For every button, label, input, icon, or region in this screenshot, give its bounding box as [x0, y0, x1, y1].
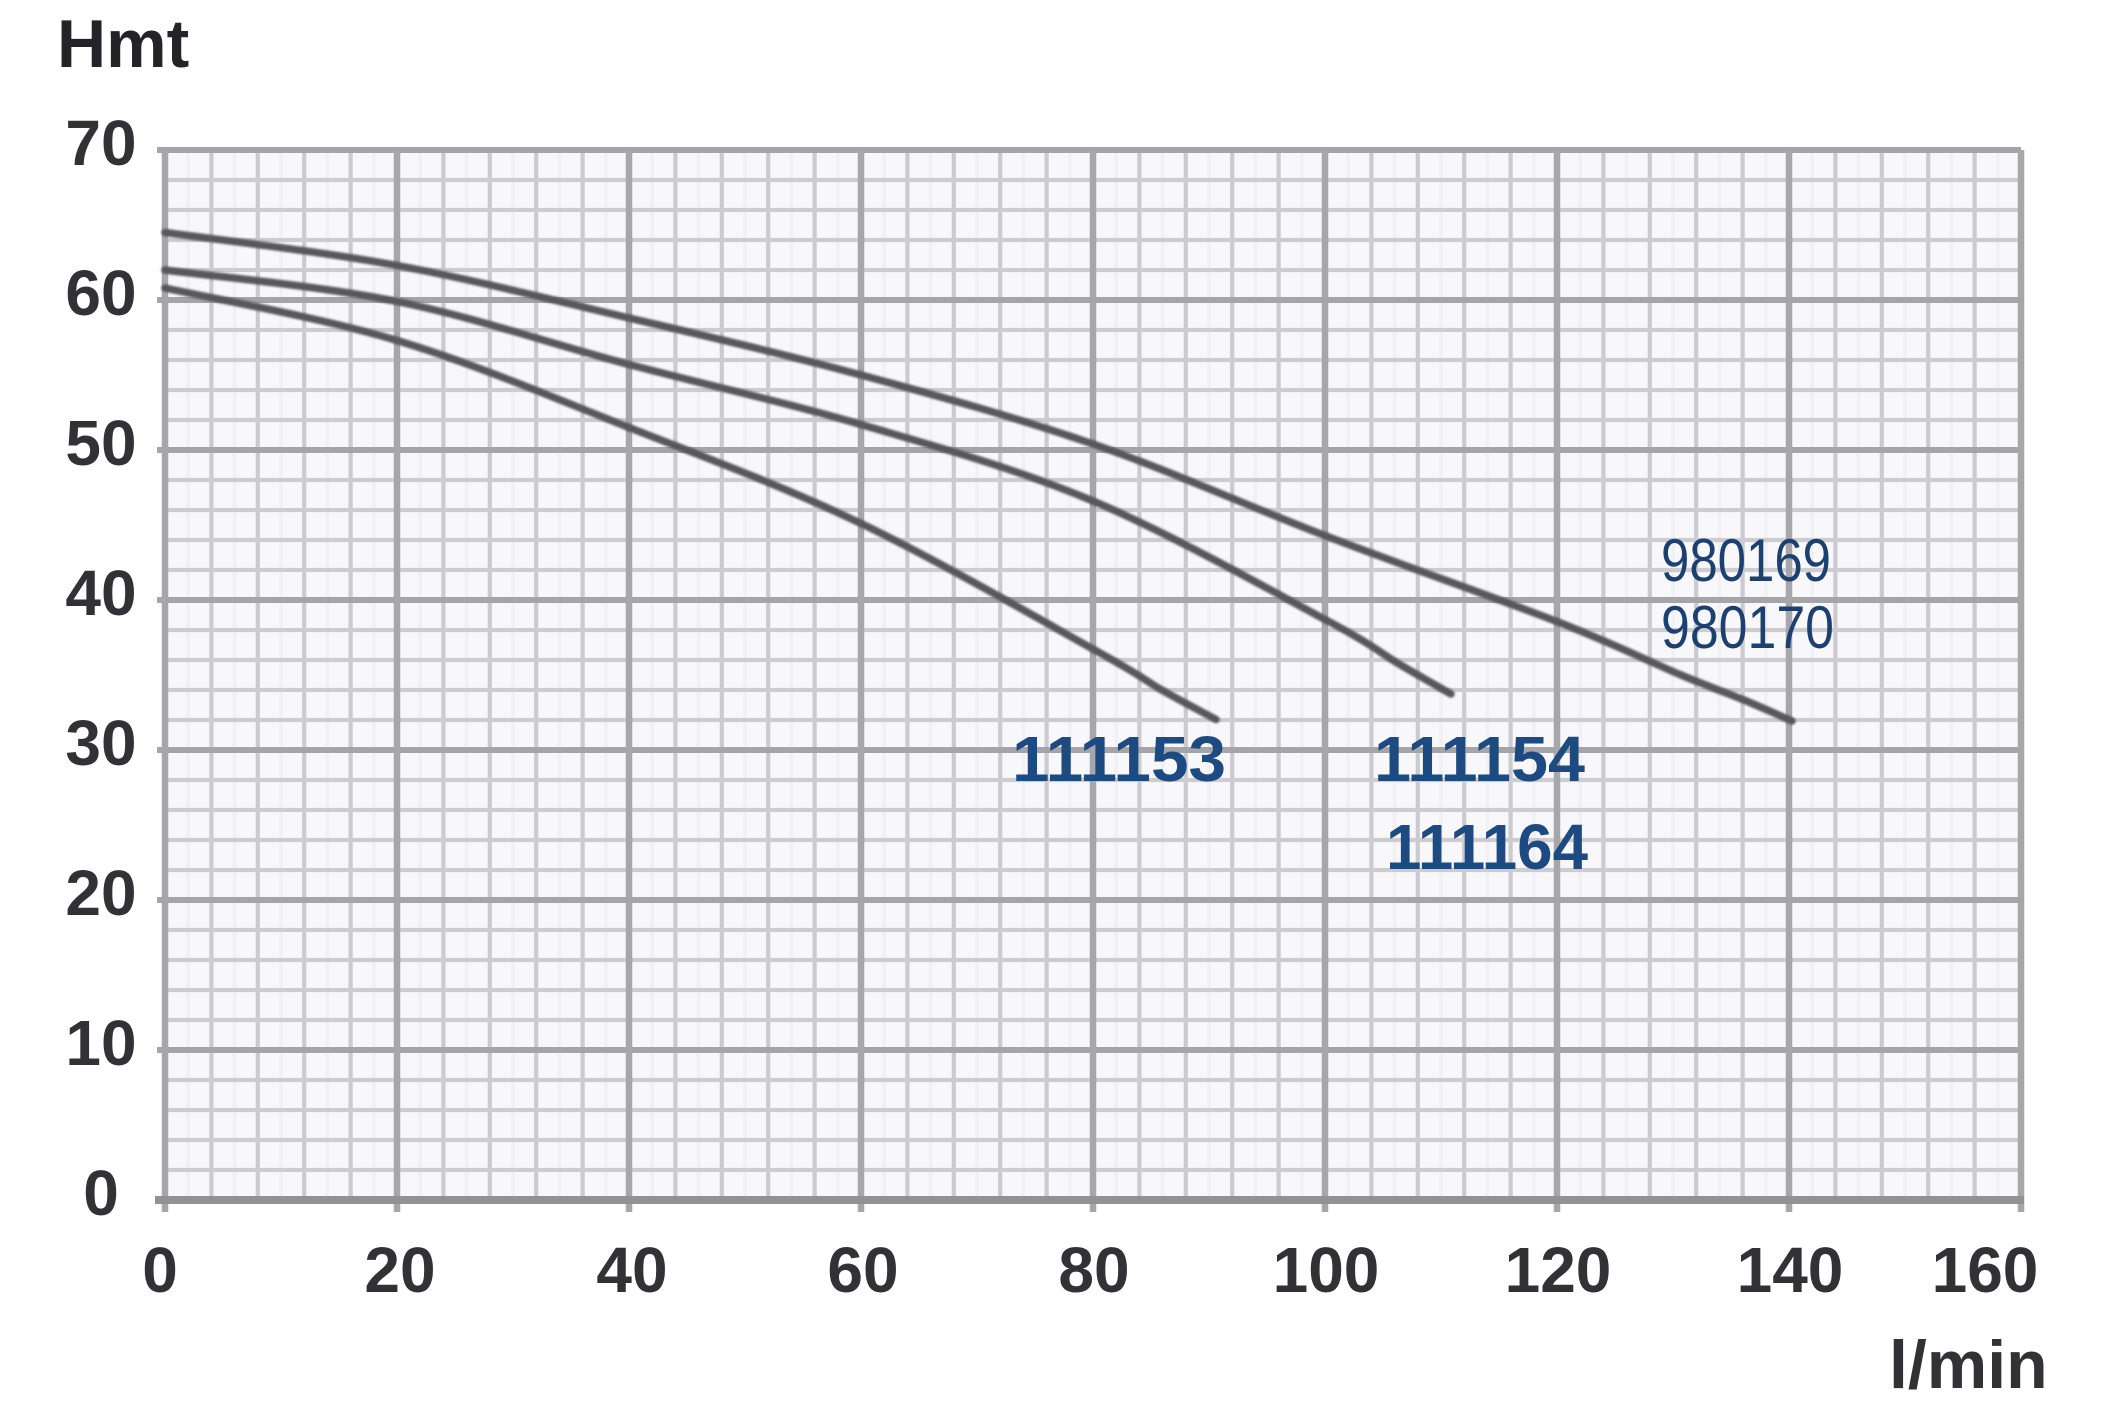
svg-text:0: 0 — [83, 1157, 119, 1229]
svg-text:40: 40 — [65, 557, 136, 629]
svg-text:70: 70 — [65, 107, 136, 179]
svg-text:40: 40 — [596, 1234, 667, 1306]
svg-text:20: 20 — [65, 857, 136, 929]
svg-text:80: 80 — [1058, 1234, 1129, 1306]
svg-text:111153: 111153 — [1012, 723, 1226, 795]
svg-text:60: 60 — [65, 257, 136, 329]
svg-text:120: 120 — [1505, 1234, 1612, 1306]
svg-text:50: 50 — [65, 407, 136, 479]
svg-text:111164: 111164 — [1386, 811, 1588, 883]
svg-text:20: 20 — [364, 1234, 435, 1306]
svg-text:l/min: l/min — [1889, 1327, 2048, 1403]
svg-text:111154: 111154 — [1374, 723, 1585, 795]
svg-text:980170: 980170 — [1661, 594, 1834, 661]
svg-text:980169: 980169 — [1661, 527, 1831, 594]
svg-text:100: 100 — [1273, 1234, 1380, 1306]
svg-text:60: 60 — [827, 1234, 898, 1306]
svg-text:160: 160 — [1932, 1234, 2039, 1306]
svg-text:30: 30 — [65, 707, 136, 779]
svg-text:0: 0 — [142, 1234, 178, 1306]
svg-text:10: 10 — [65, 1007, 136, 1079]
svg-text:140: 140 — [1737, 1234, 1844, 1306]
svg-text:Hmt: Hmt — [57, 6, 189, 82]
